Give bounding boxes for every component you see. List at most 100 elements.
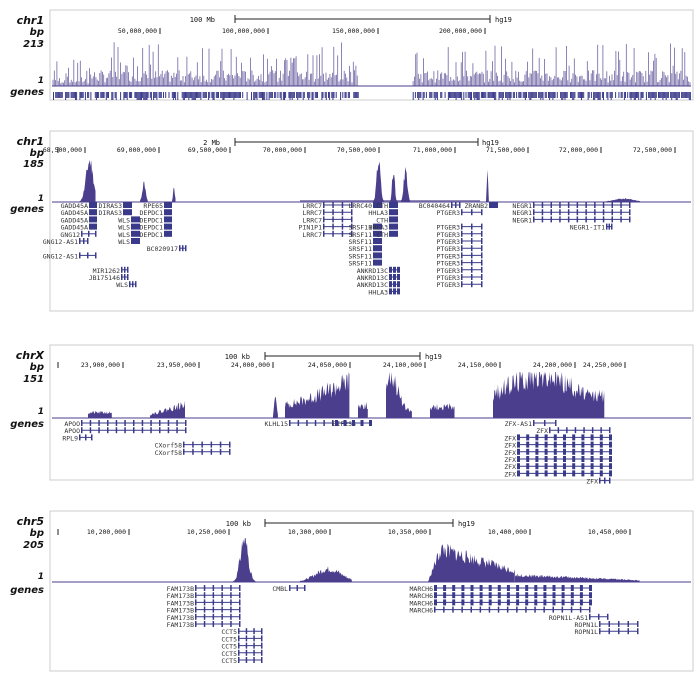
- panel-1-tick-label: 100,000,000: [222, 27, 265, 35]
- gene-block: [102, 92, 104, 98]
- gene-label: GADD45A: [61, 209, 88, 217]
- gene-exon: [559, 216, 561, 223]
- gene-exon: [297, 420, 300, 426]
- gene-block: [155, 92, 157, 98]
- gene-block: [182, 92, 184, 100]
- gene-block: [332, 92, 334, 100]
- gene-exon: [589, 585, 592, 591]
- gene-label: WLS: [118, 216, 130, 224]
- gene-exon: [124, 266, 126, 273]
- signal-peak: [486, 169, 489, 202]
- gene-exon: [392, 202, 395, 208]
- gene-exon: [94, 202, 97, 208]
- gene-block: [552, 92, 554, 100]
- gene-block: [215, 92, 217, 98]
- gene-block: [422, 92, 424, 100]
- gene-block: [230, 92, 232, 98]
- gene-block: [342, 92, 344, 98]
- gene-exon: [563, 456, 566, 462]
- gene-exon: [606, 223, 608, 230]
- gene-model: DIRAS3: [99, 209, 132, 217]
- gene-exon: [585, 209, 587, 216]
- gene-model: ZFX: [504, 470, 612, 478]
- gene-exon: [461, 585, 465, 591]
- gene-exon: [611, 216, 613, 223]
- gene-exon: [369, 420, 372, 426]
- gene-model: FAM173B: [167, 606, 241, 615]
- gene-block: [331, 92, 333, 98]
- gene-exon: [629, 209, 631, 216]
- gene-block: [260, 92, 262, 98]
- gene-label: KLHL15: [265, 420, 289, 428]
- gene-exon: [544, 448, 548, 455]
- gene-exon: [591, 427, 594, 434]
- gene-block: [440, 92, 442, 98]
- gene-block: [518, 92, 520, 98]
- gene-model: ROPN1L: [575, 628, 639, 636]
- gene-block: [482, 92, 483, 98]
- gene-label: ZFX: [504, 442, 516, 450]
- gene-exon: [581, 463, 585, 470]
- gene-block: [441, 92, 443, 98]
- gene-block: [57, 92, 59, 98]
- gene-block: [288, 92, 290, 98]
- gene-block: [146, 92, 148, 100]
- gene-block: [299, 92, 301, 98]
- gene-exon: [461, 266, 463, 273]
- gene-exon: [238, 628, 240, 635]
- gene-exon: [481, 238, 483, 244]
- gene-label: LRRC7: [302, 202, 322, 210]
- gene-block: [302, 92, 304, 100]
- gene-block: [524, 92, 526, 100]
- gene-model: LRRC7: [302, 216, 353, 224]
- gene-block: [473, 92, 475, 98]
- gene-exon: [210, 448, 213, 455]
- gene-exon: [141, 427, 144, 434]
- gene-block: [150, 92, 152, 100]
- gene-exon: [203, 599, 206, 606]
- gene-exon: [599, 456, 603, 462]
- gene-block: [296, 92, 298, 98]
- gene-exon: [526, 463, 530, 470]
- gene-exon: [176, 420, 178, 426]
- panel-1-max-label: 213: [23, 39, 44, 50]
- gene-block: [461, 92, 463, 100]
- gene-block: [672, 92, 674, 98]
- gene-exon: [131, 238, 134, 244]
- gene-block: [270, 92, 272, 98]
- gene-exon: [124, 274, 126, 280]
- gene-block: [125, 92, 127, 98]
- gene-exon: [212, 613, 215, 620]
- gene-exon: [164, 209, 167, 216]
- gene-block: [291, 92, 293, 100]
- signal-peak: [390, 174, 397, 202]
- gene-block: [571, 92, 573, 98]
- gene-exon: [389, 288, 392, 295]
- gene-block: [282, 92, 284, 100]
- gene-exon: [379, 202, 382, 208]
- gene-block: [637, 92, 639, 98]
- gene-block: [200, 92, 202, 100]
- gene-exon: [221, 585, 223, 591]
- gene-exon: [89, 427, 92, 434]
- panel-2-assembly-label: hg19: [482, 139, 499, 147]
- panel-4-signal: [233, 538, 640, 582]
- panel-1: 100 Mb hg19 50,000,000 100,000,000 150,000,0…: [49, 9, 694, 101]
- gene-exon: [434, 606, 436, 613]
- gene-block: [202, 92, 204, 98]
- gene-exon: [332, 223, 334, 230]
- gene-block: [71, 92, 73, 98]
- gene-exon: [590, 463, 594, 470]
- gene-exon: [471, 223, 473, 230]
- gene-block: [300, 92, 302, 98]
- gene-exon: [572, 441, 576, 448]
- gene-block: [658, 92, 659, 98]
- gene-block: [533, 92, 535, 98]
- gene-exon: [245, 642, 248, 649]
- gene-exon: [443, 599, 447, 606]
- gene-block: [235, 92, 237, 98]
- gene-exon: [373, 202, 376, 208]
- gene-exon: [516, 606, 518, 613]
- panel-2-tick-label: 69,000,000: [117, 146, 156, 154]
- gene-exon: [296, 585, 298, 591]
